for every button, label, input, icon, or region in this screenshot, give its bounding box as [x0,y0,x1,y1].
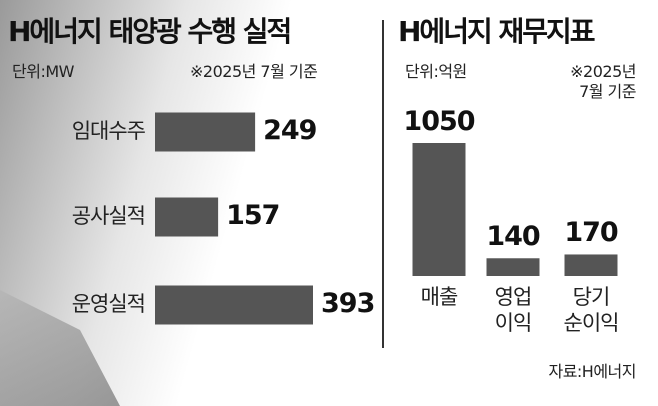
value-label: 140 [486,221,540,253]
note: ※2025년 7월 기준 [190,62,318,81]
bar [564,254,618,276]
solar-panel [0,290,120,406]
value-label: 249 [263,115,317,146]
chart-title: H에너지 태양광 수행 실적 [8,15,292,48]
unit-label: 단위:억원 [405,62,467,81]
bar [155,197,219,237]
category-label: 운영실적 [71,292,146,316]
unit-label: 단위:MW [12,62,74,81]
category-label: 당기 순이익 [563,285,620,336]
value-label: 157 [226,200,280,231]
note: ※2025년 7월 기준 [570,62,636,101]
value-label: 393 [321,288,375,319]
category-label: 임대수주 [71,119,146,143]
bar [155,112,256,152]
value-label: 1050 [403,106,475,137]
source: 자료:H에너지 [548,362,636,381]
bar [486,258,540,276]
bar [155,285,313,325]
value-label: 170 [564,217,618,249]
chart-title: H에너지 재무지표 [398,15,596,48]
category-label: 영업 이익 [494,285,533,336]
category-label: 공사실적 [71,204,146,228]
category-label: 매출 [420,285,459,309]
bar [412,143,466,276]
